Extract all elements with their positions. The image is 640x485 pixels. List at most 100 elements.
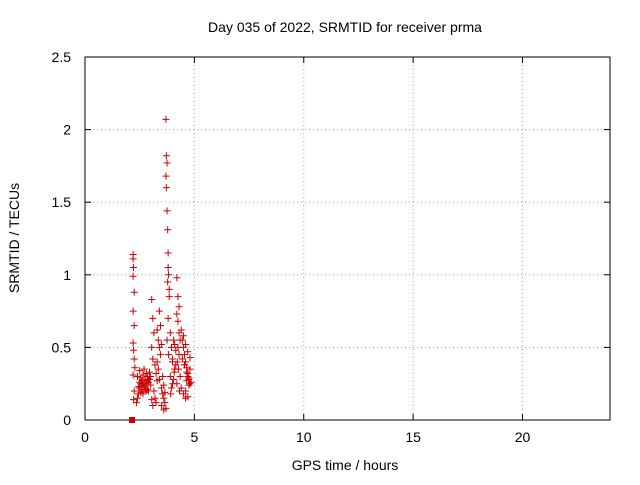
data-point bbox=[148, 343, 156, 351]
data-point bbox=[162, 184, 170, 192]
data-point bbox=[150, 329, 158, 337]
data-point bbox=[176, 372, 184, 380]
data-point bbox=[160, 381, 168, 389]
data-point bbox=[152, 399, 160, 407]
data-point bbox=[173, 358, 181, 366]
data-point bbox=[170, 336, 178, 344]
data-point bbox=[178, 336, 186, 344]
data-point bbox=[129, 255, 137, 263]
data-point bbox=[172, 361, 180, 369]
data-point bbox=[151, 394, 159, 402]
data-point bbox=[144, 375, 152, 383]
data-point bbox=[155, 375, 163, 383]
data-point bbox=[130, 322, 138, 330]
data-point bbox=[160, 406, 168, 414]
x-tick-label: 15 bbox=[405, 429, 421, 445]
y-tick-label: 2.5 bbox=[52, 49, 72, 65]
data-point bbox=[175, 365, 183, 373]
data-point bbox=[163, 207, 171, 215]
data-point bbox=[183, 368, 191, 376]
data-point bbox=[130, 264, 138, 272]
y-tick-label: 1.5 bbox=[52, 194, 72, 210]
data-point bbox=[161, 399, 169, 407]
data-point bbox=[158, 401, 166, 409]
data-point bbox=[132, 399, 140, 407]
y-axis-label: SRMTID / TECUs bbox=[6, 183, 22, 293]
data-point bbox=[140, 365, 148, 373]
data-point bbox=[186, 354, 194, 362]
data-point bbox=[166, 329, 174, 337]
data-point bbox=[150, 387, 158, 395]
data-point bbox=[167, 390, 175, 398]
data-point bbox=[167, 384, 175, 392]
data-point bbox=[159, 372, 167, 380]
x-tick-label: 5 bbox=[190, 429, 198, 445]
data-point bbox=[149, 314, 157, 322]
data-point bbox=[166, 372, 174, 380]
data-point bbox=[184, 393, 192, 401]
data-point bbox=[182, 340, 190, 348]
data-point bbox=[146, 368, 154, 376]
data-point bbox=[131, 364, 139, 372]
data-point bbox=[129, 272, 137, 280]
data-point bbox=[136, 378, 144, 386]
data-point bbox=[178, 355, 186, 363]
data-point bbox=[156, 322, 164, 330]
data-point bbox=[161, 388, 169, 396]
data-point bbox=[137, 388, 145, 396]
x-tick-label: 20 bbox=[515, 429, 531, 445]
data-point bbox=[143, 377, 151, 385]
data-point bbox=[130, 387, 138, 395]
data-point bbox=[153, 326, 161, 334]
data-point bbox=[149, 355, 157, 363]
data-point bbox=[187, 378, 195, 386]
data-point bbox=[130, 396, 138, 404]
data-point bbox=[163, 159, 171, 167]
plot-frame bbox=[84, 56, 611, 421]
data-point bbox=[149, 401, 157, 409]
x-tick-label: 0 bbox=[81, 429, 89, 445]
y-tick-label: 0.5 bbox=[52, 339, 72, 355]
data-point bbox=[165, 293, 173, 301]
data-point bbox=[134, 394, 141, 402]
data-point bbox=[129, 339, 137, 347]
data-point bbox=[162, 152, 170, 160]
data-point bbox=[175, 303, 183, 311]
data-point bbox=[148, 396, 156, 404]
data-point bbox=[182, 387, 190, 395]
data-point bbox=[163, 336, 171, 344]
data-point bbox=[179, 332, 187, 340]
data-point bbox=[171, 340, 179, 348]
data-point bbox=[167, 343, 175, 351]
data-point bbox=[164, 314, 172, 322]
data-point bbox=[162, 115, 170, 123]
y-tick-label: 1 bbox=[63, 267, 71, 283]
data-point bbox=[173, 274, 181, 282]
data-point bbox=[162, 172, 170, 180]
data-point bbox=[140, 381, 148, 389]
data-point bbox=[164, 226, 172, 234]
x-axis-label: GPS time / hours bbox=[292, 457, 399, 473]
data-point bbox=[174, 293, 182, 301]
data-point bbox=[142, 370, 150, 378]
data-point bbox=[152, 370, 160, 378]
data-point bbox=[130, 346, 138, 354]
data-point-square bbox=[129, 417, 136, 423]
data-point bbox=[174, 317, 182, 325]
data-point bbox=[142, 387, 150, 395]
data-point bbox=[137, 374, 145, 382]
data-point bbox=[148, 295, 156, 303]
data-point bbox=[153, 358, 161, 366]
data-point bbox=[130, 288, 138, 296]
y-tick-label: 0 bbox=[63, 412, 71, 428]
data-point bbox=[184, 348, 192, 356]
grid-lines bbox=[85, 57, 610, 420]
data-point bbox=[176, 387, 183, 395]
data-point bbox=[185, 374, 193, 382]
data-point bbox=[154, 336, 162, 344]
data-point bbox=[135, 383, 143, 391]
data-point bbox=[143, 386, 151, 394]
data-point bbox=[164, 278, 172, 286]
data-point bbox=[173, 380, 181, 388]
